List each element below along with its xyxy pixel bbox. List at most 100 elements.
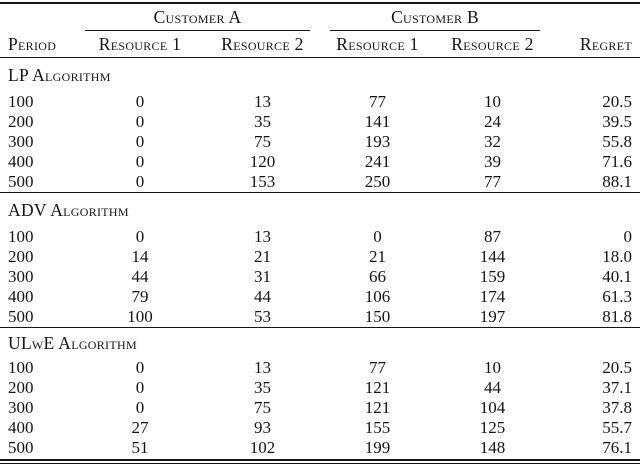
table-cell: 106 — [364, 287, 391, 306]
table-cell: 300 — [8, 398, 34, 417]
spanner-customer-b: Customer B — [330, 4, 540, 31]
table-cell: 0 — [623, 227, 633, 246]
table-cell: 10 — [484, 358, 501, 377]
column-header-b-resource-1: Resource 1 — [336, 34, 419, 54]
table-body: LP Algorithm 100 0 13 77 10 20.5 200 0 35 141 24 39.… — [0, 58, 640, 458]
table-row: 500 100 53 150 197 81.8 — [0, 307, 640, 327]
table-cell: 20.5 — [602, 358, 632, 377]
table-cell: 193 — [364, 132, 391, 151]
table-cell: 14 — [131, 247, 149, 266]
table-cell: 100 — [127, 307, 153, 326]
table-cell: 120 — [249, 152, 276, 171]
table-row: 100 0 13 77 10 20.5 — [0, 92, 640, 112]
table-cell: 35 — [254, 112, 271, 131]
column-header-row: Period Resource 1 Resource 2 Resource 1 … — [0, 31, 640, 57]
column-header-b-resource-2: Resource 2 — [451, 34, 534, 54]
table-cell: 104 — [479, 398, 506, 417]
table-cell: 44 — [484, 378, 501, 397]
table-cell: 100 — [8, 358, 34, 377]
table-cell: 400 — [8, 287, 34, 306]
table-row: 400 79 44 106 174 61.3 — [0, 287, 640, 307]
table-cell: 76.1 — [602, 438, 632, 457]
table-cell: 144 — [479, 247, 506, 266]
table-cell: 75 — [254, 398, 271, 417]
table-cell: 174 — [479, 287, 506, 306]
table-cell: 197 — [479, 307, 506, 326]
spanner-spacer-left — [0, 4, 75, 31]
table-cell: 500 — [8, 307, 34, 326]
table-row: 500 0 153 250 77 88.1 — [0, 172, 640, 192]
table-cell: 0 — [135, 358, 145, 377]
table-cell: 0 — [135, 132, 145, 151]
table-cell: 55.7 — [602, 418, 632, 437]
column-header-a-resource-2: Resource 2 — [221, 34, 304, 54]
table-cell: 87 — [484, 227, 501, 246]
table-cell: 75 — [254, 132, 271, 151]
table-cell: 159 — [479, 267, 506, 286]
table-cell: 44 — [131, 267, 149, 286]
table-cell: 37.8 — [602, 398, 632, 417]
table-row: 200 0 35 141 24 39.5 — [0, 112, 640, 132]
table-row: 200 0 35 121 44 37.1 — [0, 378, 640, 398]
spanner-customer-a: Customer A — [85, 4, 310, 31]
table-cell: 0 — [135, 378, 145, 397]
table-cell: 102 — [249, 438, 276, 457]
table-cell: 13 — [254, 92, 271, 111]
table-cell: 0 — [135, 112, 145, 131]
table-row: 200 14 21 21 144 18.0 — [0, 247, 640, 267]
header-bottom-rule — [0, 57, 640, 58]
table-cell: 88.1 — [602, 172, 632, 191]
table-cell: 121 — [364, 378, 391, 397]
table-cell: 39 — [484, 152, 501, 171]
table-row: 300 0 75 121 104 37.8 — [0, 398, 640, 418]
table-cell: 0 — [135, 227, 145, 246]
table-row: 100 0 13 77 10 20.5 — [0, 358, 640, 378]
table-cell: 61.3 — [602, 287, 632, 306]
table-cell: 400 — [8, 152, 34, 171]
table-cell: 13 — [254, 358, 271, 377]
table-row: 100 0 13 0 87 0 — [0, 227, 640, 247]
table-cell: 35 — [254, 378, 271, 397]
column-header-period: Period — [8, 34, 57, 54]
table-cell: 150 — [364, 307, 391, 326]
table-cell: 241 — [364, 152, 391, 171]
table-cell: 199 — [364, 438, 391, 457]
table-cell: 37.1 — [602, 378, 632, 397]
table-cell: 93 — [254, 418, 271, 437]
section-divider-rule — [0, 192, 640, 193]
table-cell: 55.8 — [602, 132, 632, 151]
table-cell: 24 — [484, 112, 501, 131]
table-cell: 0 — [135, 398, 145, 417]
table-row: 400 0 120 241 39 71.6 — [0, 152, 640, 172]
table-cell: 141 — [364, 112, 391, 131]
table-cell: 77 — [369, 358, 386, 377]
table-cell: 100 — [8, 227, 34, 246]
table-cell: 39.5 — [602, 112, 632, 131]
table-cell: 300 — [8, 132, 34, 151]
column-header-a-resource-1: Resource 1 — [98, 34, 182, 54]
table-cell: 153 — [249, 172, 276, 191]
column-header-regret: Regret — [579, 34, 632, 54]
table-cell: 0 — [373, 227, 382, 246]
table-cell: 27 — [131, 418, 149, 437]
table-cell: 18.0 — [602, 247, 632, 266]
table-cell: 0 — [135, 152, 145, 171]
table-cell: 31 — [254, 267, 271, 286]
table-cell: 400 — [8, 418, 34, 437]
table-cell: 121 — [364, 398, 391, 417]
table-cell: 81.8 — [602, 307, 632, 326]
table-cell: 66 — [369, 267, 386, 286]
spanner-header-row: Customer A Customer B — [0, 4, 640, 31]
table-cell: 20.5 — [602, 92, 632, 111]
table-cell: 21 — [254, 247, 271, 266]
table-cell: 40.1 — [602, 267, 632, 286]
table-cell: 51 — [131, 438, 149, 457]
table-cell: 200 — [8, 247, 34, 266]
table-cell: 21 — [369, 247, 386, 266]
spanner-customer-a-label: Customer A — [153, 6, 242, 27]
table-cell: 13 — [254, 227, 271, 246]
table-cell: 44 — [254, 287, 271, 306]
table-cell: 250 — [364, 172, 391, 191]
table-cell: 77 — [369, 92, 386, 111]
